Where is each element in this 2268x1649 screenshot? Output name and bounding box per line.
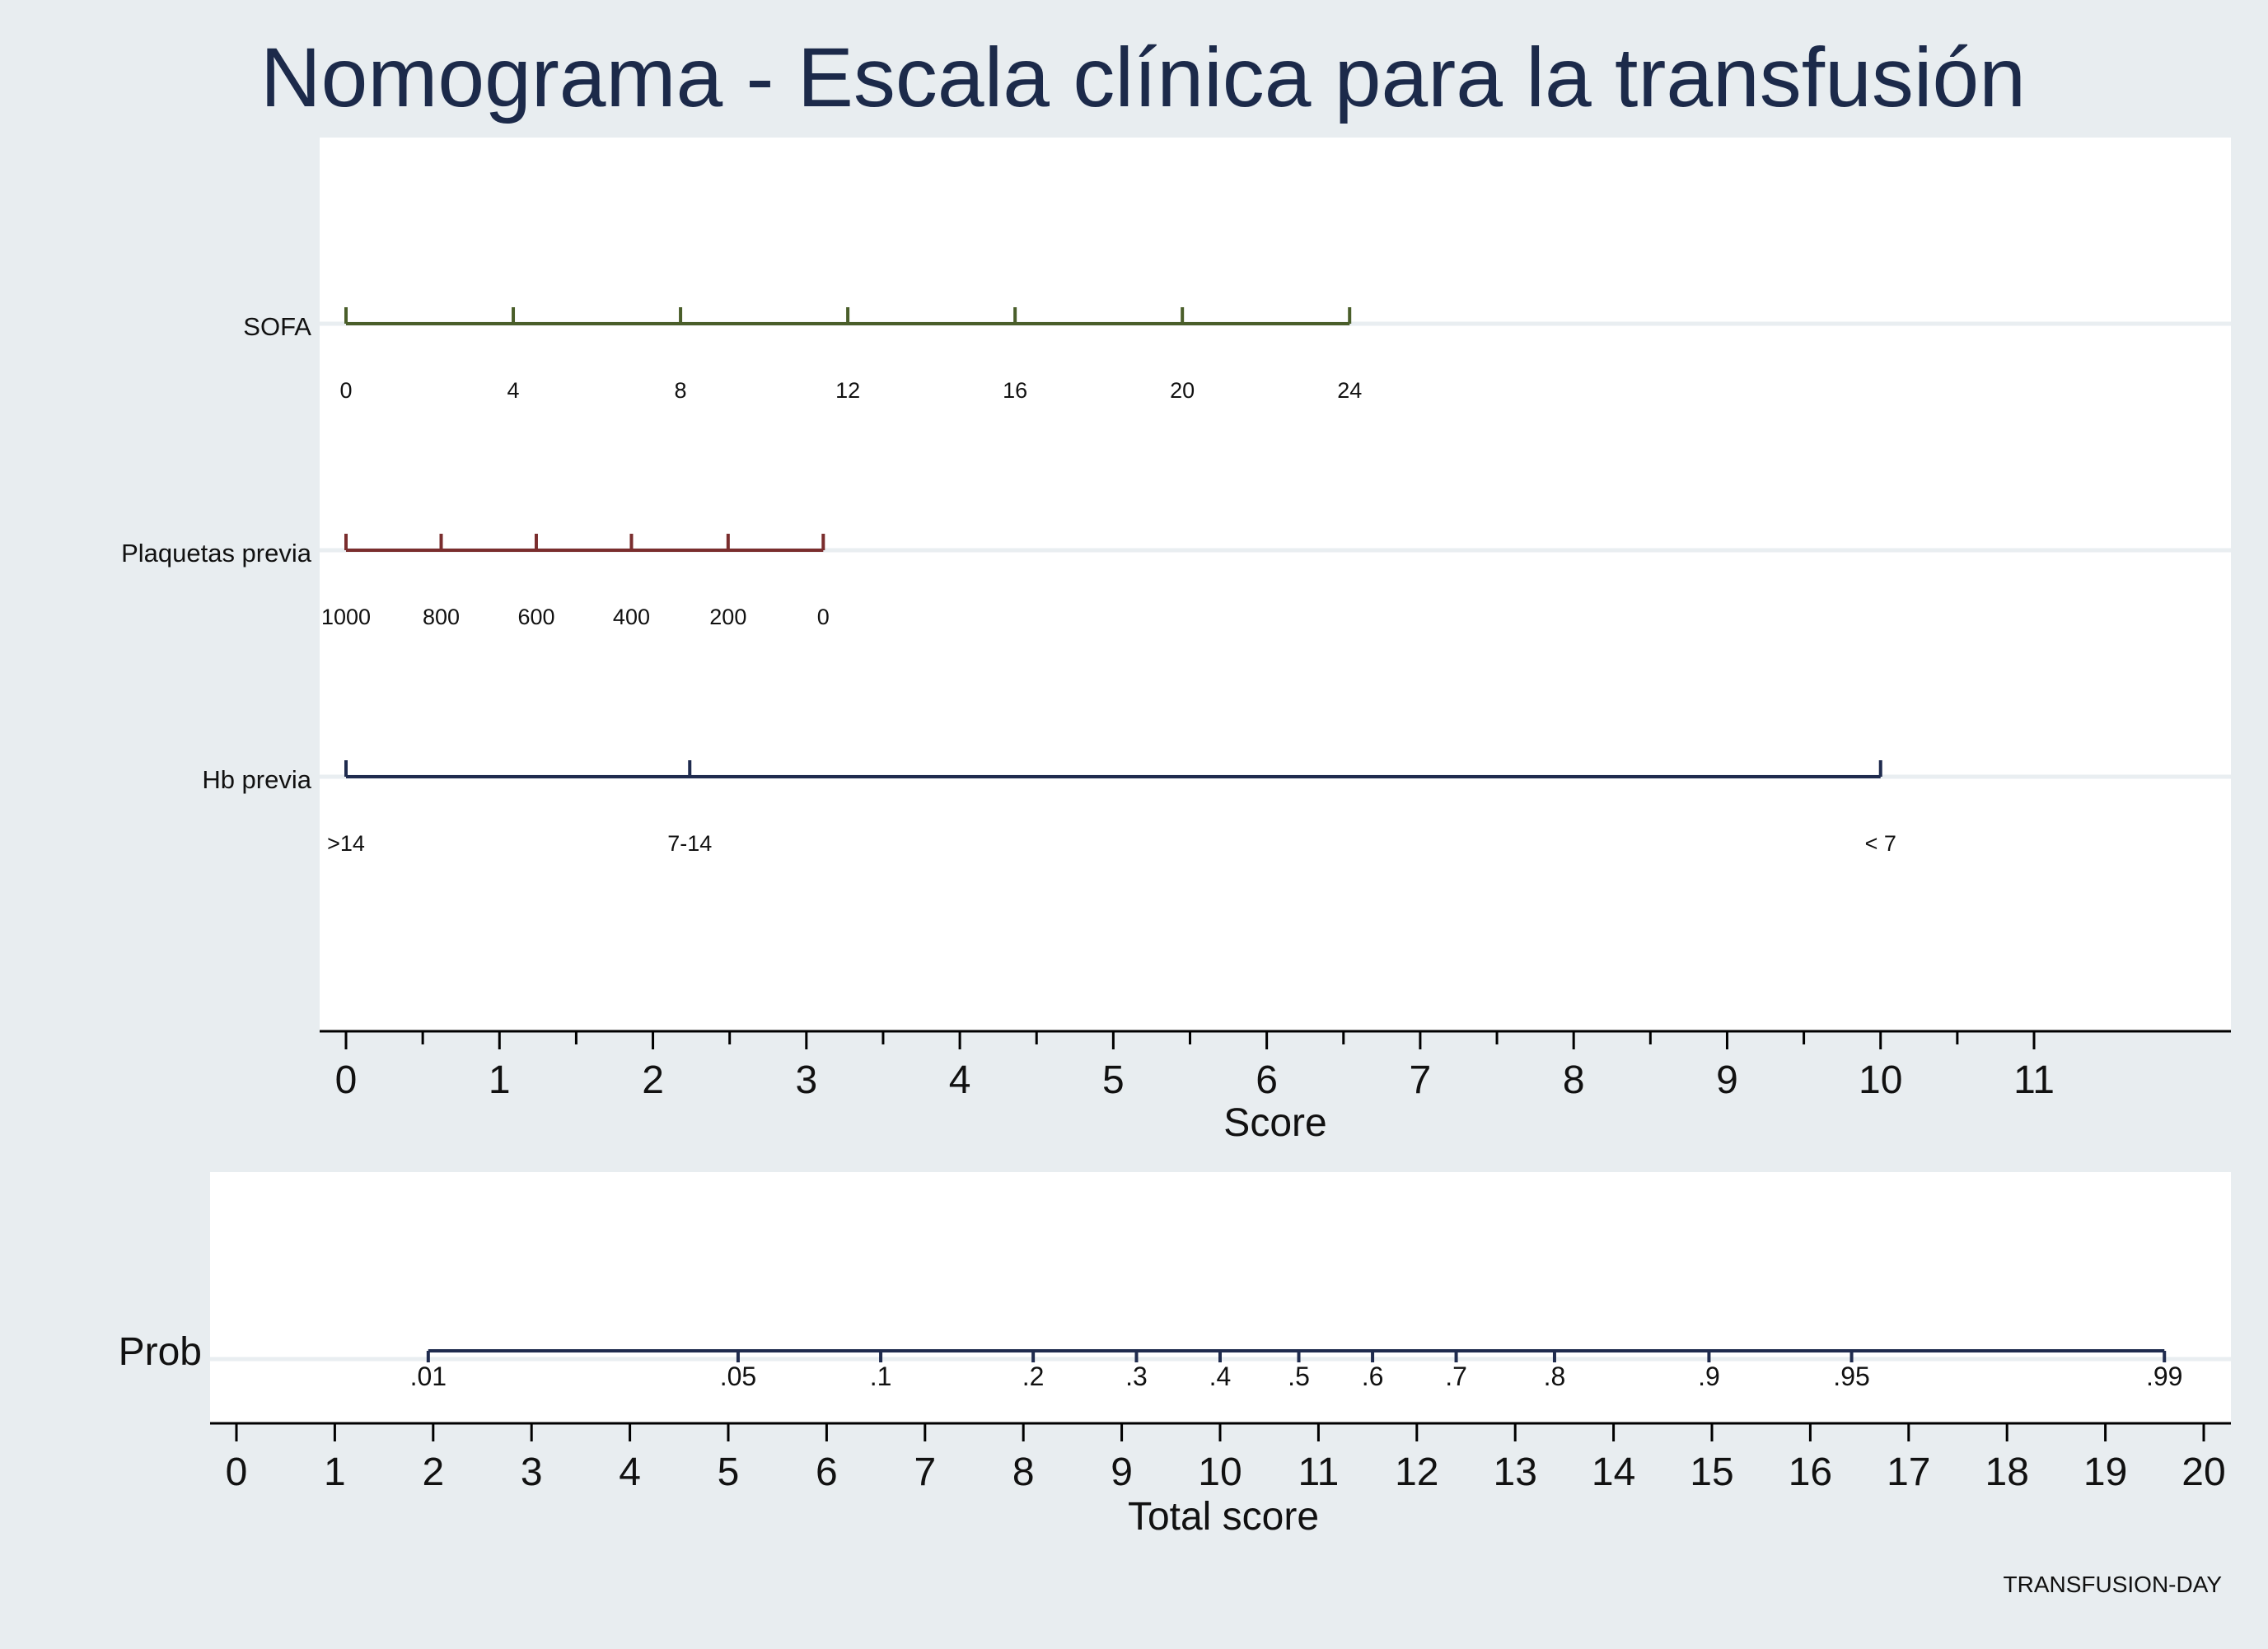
- total-tick-label: 3: [521, 1450, 543, 1494]
- variable-point-label: 7-14: [667, 831, 712, 856]
- probability-point-label: .5: [1288, 1362, 1310, 1391]
- variable-point-label: 0: [817, 605, 830, 629]
- x-tick-label: 5: [1102, 1058, 1125, 1102]
- x-axis-title: Score: [1223, 1101, 1326, 1145]
- variable-point-label: 0: [339, 378, 352, 403]
- chart-title: Nomograma - Escala clínica para la trans…: [260, 30, 2026, 124]
- probability-point-label: .99: [2146, 1362, 2182, 1391]
- footer-note: TRANSFUSION-DAY: [2003, 1572, 2223, 1597]
- variable-point-label: 4: [507, 378, 520, 403]
- total-tick-label: 11: [1298, 1450, 1339, 1494]
- x-tick-label: 0: [335, 1058, 358, 1102]
- probability-point-label: .95: [1833, 1362, 1869, 1391]
- x-tick-label: 2: [642, 1058, 664, 1102]
- variable-point-label: 400: [613, 605, 650, 629]
- total-tick-label: 13: [1494, 1450, 1537, 1494]
- variable-point-label: 24: [1337, 378, 1362, 403]
- total-tick-label: 2: [422, 1450, 444, 1494]
- variable-point-label: 16: [1003, 378, 1027, 403]
- variable-label: SOFA: [243, 312, 311, 341]
- total-tick-label: 10: [1198, 1450, 1242, 1494]
- probability-point-label: .7: [1445, 1362, 1467, 1391]
- total-tick-label: 7: [914, 1450, 936, 1494]
- total-tick-label: 14: [1592, 1450, 1635, 1494]
- x-tick-label: 1: [489, 1058, 511, 1102]
- probability-point-label: .2: [1022, 1362, 1045, 1391]
- variable-point-label: 600: [517, 605, 554, 629]
- variable-point-label: 800: [423, 605, 460, 629]
- x-tick-label: 8: [1563, 1058, 1585, 1102]
- probability-point-label: .05: [720, 1362, 756, 1391]
- variable-label: Hb previa: [202, 765, 311, 794]
- total-tick-label: 16: [1789, 1450, 1832, 1494]
- x-tick-label: 6: [1256, 1058, 1278, 1102]
- probability-point-label: .01: [410, 1362, 447, 1391]
- variable-point-label: 200: [709, 605, 746, 629]
- total-tick-label: 4: [619, 1450, 641, 1494]
- probability-point-label: .4: [1209, 1362, 1232, 1391]
- probability-point-label: .6: [1362, 1362, 1384, 1391]
- total-tick-label: 18: [1985, 1450, 2029, 1494]
- total-tick-label: 6: [816, 1450, 838, 1494]
- plot-panel-main: [320, 138, 2231, 1031]
- variable-point-label: >14: [327, 831, 365, 856]
- total-tick-label: 1: [324, 1450, 346, 1494]
- variable-point-label: 12: [835, 378, 860, 403]
- total-tick-label: 8: [1012, 1450, 1035, 1494]
- total-tick-label: 9: [1111, 1450, 1133, 1494]
- total-tick-label: 0: [226, 1450, 248, 1494]
- variable-point-label: 20: [1170, 378, 1195, 403]
- x-tick-label: 4: [949, 1058, 971, 1102]
- x-tick-label: 3: [795, 1058, 817, 1102]
- total-tick-label: 17: [1887, 1450, 1930, 1494]
- probability-point-label: .1: [870, 1362, 892, 1391]
- x-tick-label: 10: [1859, 1058, 1902, 1102]
- x-tick-label: 11: [2013, 1058, 2055, 1102]
- x-tick-label: 7: [1410, 1058, 1432, 1102]
- variable-point-label: 1000: [321, 605, 371, 629]
- probability-point-label: .8: [1544, 1362, 1566, 1391]
- total-tick-label: 12: [1395, 1450, 1438, 1494]
- probability-point-label: .9: [1698, 1362, 1720, 1391]
- probability-point-label: .3: [1125, 1362, 1148, 1391]
- total-axis-title: Total score: [1128, 1495, 1319, 1539]
- total-tick-label: 19: [2083, 1450, 2127, 1494]
- variable-label: Plaquetas previa: [121, 539, 312, 568]
- plot-panel-total: [210, 1172, 2231, 1423]
- x-tick-label: 9: [1716, 1058, 1738, 1102]
- total-tick-label: 15: [1690, 1450, 1733, 1494]
- total-tick-label: 20: [2181, 1450, 2225, 1494]
- probability-label: Prob: [119, 1330, 202, 1374]
- total-tick-label: 5: [718, 1450, 740, 1494]
- variable-point-label: < 7: [1865, 831, 1896, 856]
- variable-point-label: 8: [675, 378, 687, 403]
